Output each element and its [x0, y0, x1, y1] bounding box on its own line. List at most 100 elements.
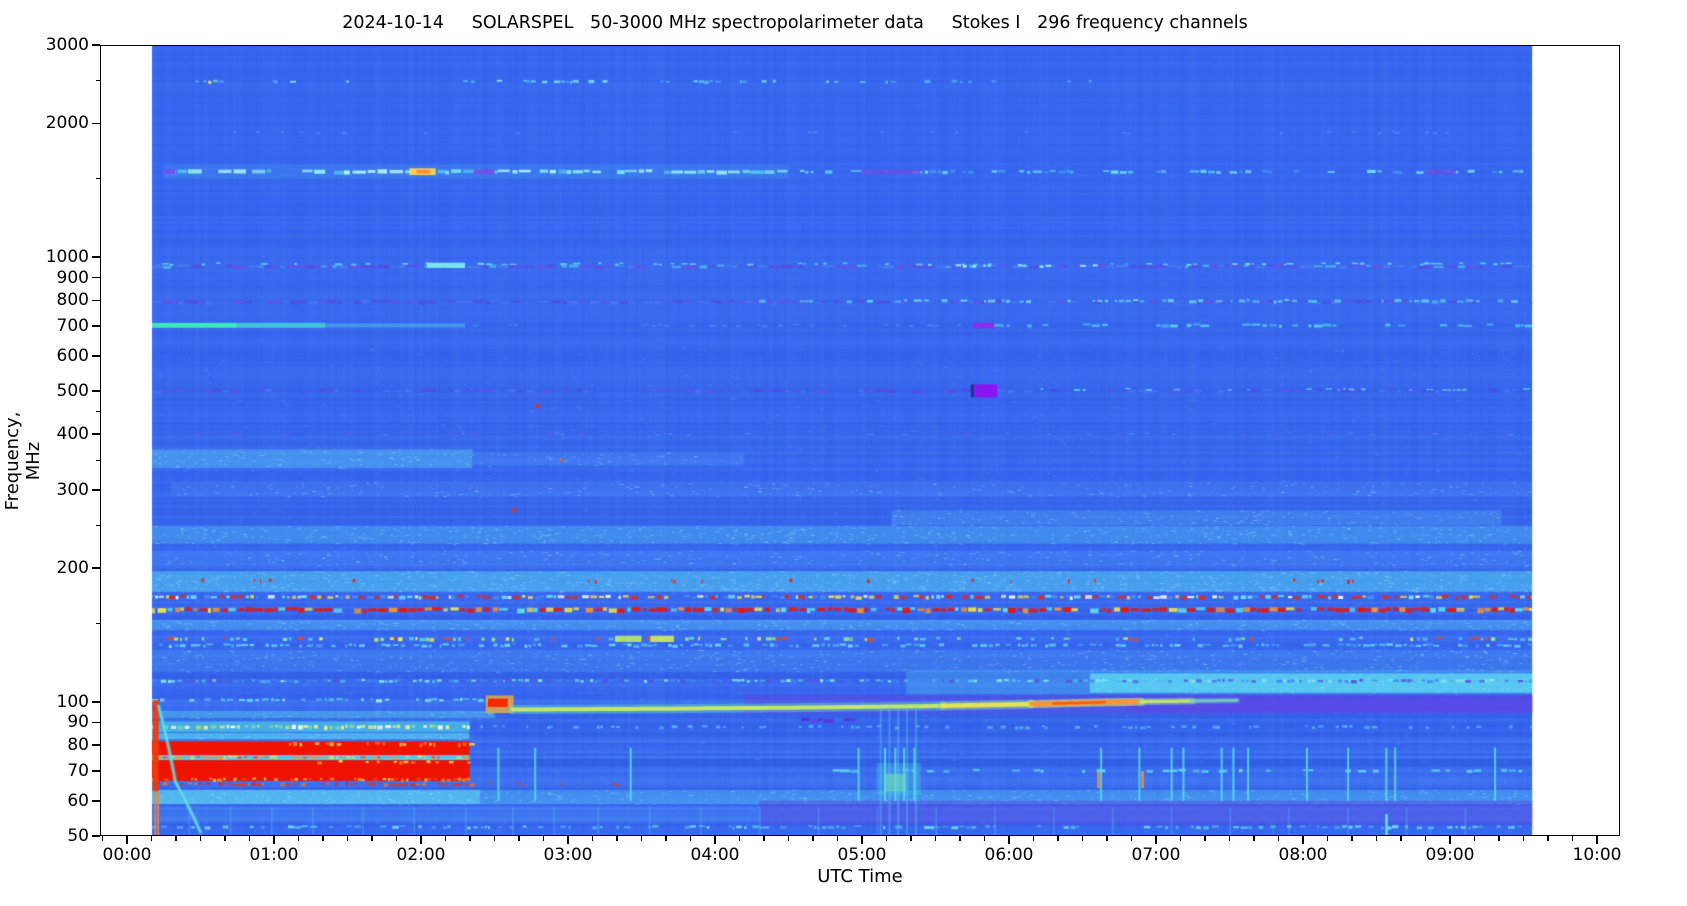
y-tick	[92, 325, 100, 327]
x-tick	[861, 836, 863, 844]
y-tick	[92, 44, 100, 46]
x-tick-label: 04:00	[690, 845, 740, 865]
x-minor-tick	[346, 836, 349, 841]
x-minor-tick	[1228, 836, 1231, 841]
x-minor-tick	[1130, 836, 1133, 841]
x-minor-tick	[1032, 836, 1035, 841]
x-minor-tick	[1571, 836, 1574, 841]
x-minor-tick	[836, 836, 839, 841]
x-minor-tick	[175, 836, 177, 841]
x-minor-tick	[518, 836, 520, 841]
x-minor-tick	[371, 836, 373, 841]
x-tick-label: 10:00	[1572, 845, 1622, 865]
x-minor-tick	[665, 836, 667, 841]
y-tick	[92, 122, 100, 125]
x-minor-tick	[616, 836, 618, 841]
y-tick	[92, 799, 100, 802]
x-minor-tick	[1326, 836, 1329, 841]
y-tick-label: 90	[67, 712, 89, 733]
x-minor-tick	[1057, 836, 1059, 841]
y-tick-label: 2000	[45, 113, 89, 134]
y-tick	[92, 299, 100, 302]
x-tick	[126, 836, 128, 844]
y-tick	[92, 355, 100, 357]
x-tick	[1155, 836, 1157, 844]
x-minor-tick	[150, 836, 153, 841]
y-tick-label: 700	[56, 316, 89, 337]
y-tick-label: 80	[67, 735, 89, 756]
x-tick	[1008, 836, 1010, 844]
y-tick-label: 70	[67, 760, 89, 781]
x-minor-tick	[1400, 836, 1402, 841]
x-minor-tick	[1204, 836, 1206, 841]
x-tick	[273, 836, 275, 844]
x-minor-tick	[297, 836, 300, 841]
x-minor-tick	[689, 836, 692, 841]
x-minor-tick	[469, 836, 471, 841]
x-minor-tick	[1277, 836, 1280, 841]
y-minor-tick	[95, 623, 100, 625]
y-tick-label: 900	[56, 267, 89, 288]
y-minor-tick	[95, 178, 100, 180]
y-minor-tick	[95, 410, 100, 413]
x-minor-tick	[885, 836, 888, 841]
y-tick-label: 100	[56, 692, 89, 713]
y-tick-label: 600	[56, 345, 89, 366]
y-tick-label: 800	[56, 290, 89, 311]
x-tick-label: 01:00	[249, 845, 299, 865]
x-minor-tick	[224, 836, 226, 841]
x-tick	[420, 836, 422, 844]
x-minor-tick	[910, 836, 912, 841]
x-minor-tick	[1498, 836, 1500, 841]
y-tick-label: 50	[67, 826, 89, 846]
y-tick-label: 500	[56, 381, 89, 402]
x-tick	[714, 836, 716, 844]
x-minor-tick	[1522, 836, 1525, 841]
x-minor-tick	[787, 836, 790, 841]
y-tick-label: 60	[67, 790, 89, 811]
y-minor-tick	[95, 459, 100, 461]
x-tick	[1302, 836, 1304, 844]
x-axis-label: UTC Time	[817, 866, 903, 887]
x-minor-tick	[395, 836, 398, 841]
x-minor-tick	[199, 836, 202, 841]
x-minor-tick	[1253, 836, 1255, 841]
y-tick	[92, 744, 100, 746]
x-minor-tick	[1375, 836, 1378, 841]
x-minor-tick	[1351, 836, 1353, 841]
y-tick	[92, 276, 100, 279]
y-tick-label: 300	[56, 479, 89, 500]
x-tick-label: 08:00	[1278, 845, 1328, 865]
y-tick	[92, 835, 100, 837]
y-tick	[92, 390, 100, 392]
x-minor-tick	[101, 836, 104, 841]
x-tick-label: 00:00	[102, 845, 152, 865]
x-minor-tick	[248, 836, 251, 841]
x-tick-label: 02:00	[396, 845, 446, 865]
x-minor-tick	[1547, 836, 1549, 841]
y-tick-label: 1000	[45, 247, 89, 268]
x-minor-tick	[1081, 836, 1084, 841]
x-minor-tick	[983, 836, 986, 841]
y-tick	[92, 770, 100, 772]
x-minor-tick	[1473, 836, 1476, 841]
x-minor-tick	[322, 836, 324, 841]
x-minor-tick	[493, 836, 496, 841]
x-tick-label: 06:00	[984, 845, 1034, 865]
y-tick-label: 400	[56, 424, 89, 445]
x-minor-tick	[640, 836, 643, 841]
y-tick-label: 3000	[45, 35, 89, 55]
y-tick-label: 200	[56, 558, 89, 579]
y-minor-tick	[95, 524, 100, 526]
y-axis-label: Frequency, MHz	[2, 411, 44, 511]
y-tick	[92, 721, 100, 724]
y-tick	[92, 701, 100, 703]
x-tick-label: 09:00	[1425, 845, 1475, 865]
x-minor-tick	[1179, 836, 1182, 841]
x-minor-tick	[934, 836, 937, 841]
x-minor-tick	[542, 836, 545, 841]
y-tick	[92, 567, 100, 569]
x-tick	[1596, 836, 1598, 844]
spectrogram-canvas	[100, 45, 1620, 836]
